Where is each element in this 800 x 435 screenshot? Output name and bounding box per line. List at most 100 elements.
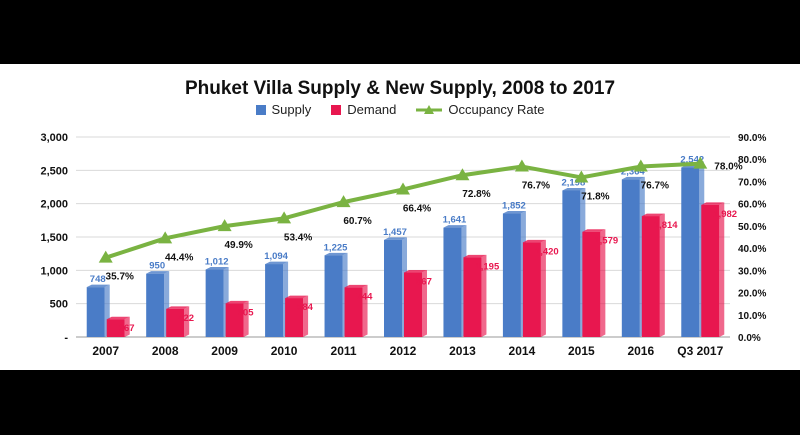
y2-axis-tick-label: 60.0%: [738, 200, 766, 211]
demand-bar: [582, 231, 601, 337]
demand-bar: [641, 216, 660, 337]
demand-bar: [106, 319, 125, 337]
demand-bar-top: [522, 239, 546, 243]
y2-axis-tick-label: 70.0%: [738, 177, 766, 188]
demand-bar: [404, 272, 422, 337]
supply-data-label: 1,641: [443, 215, 467, 226]
occupancy-data-label: 60.7%: [343, 216, 371, 227]
demand-bar-side: [659, 213, 665, 337]
x-axis-tick-label: 2012: [390, 344, 417, 358]
legend-label-supply: Supply: [271, 102, 312, 117]
supply-bar: [562, 190, 581, 337]
demand-data-label: 1,982: [713, 209, 737, 220]
demand-data-label: 744: [357, 291, 374, 302]
occupancy-marker: [514, 159, 529, 172]
y2-axis-tick-label: 10.0%: [738, 311, 766, 322]
supply-bar: [502, 213, 521, 337]
supply-bar: [681, 167, 700, 337]
supply-bar: [324, 255, 343, 337]
demand-bar-side: [422, 270, 427, 337]
demand-data-label: 422: [178, 313, 194, 324]
x-axis-tick-label: Q3 2017: [677, 344, 723, 358]
demand-bar-top: [225, 300, 249, 304]
supply-bar: [621, 179, 640, 337]
supply-bar-top: [621, 176, 645, 180]
x-axis-tick-label: 2010: [271, 344, 298, 358]
x-axis-tick-label: 2008: [152, 344, 179, 358]
supply-data-label: 1,457: [383, 227, 407, 238]
demand-bar-side: [303, 295, 309, 337]
demand-bar-side: [540, 239, 546, 337]
demand-bar-top: [166, 306, 190, 309]
y-axis-tick-label: -: [64, 332, 68, 344]
demand-bar: [225, 303, 244, 337]
supply-bar-top: [384, 237, 407, 240]
demand-bar-side: [481, 254, 487, 337]
supply-bar: [443, 227, 462, 337]
x-axis-tick-label: 2011: [331, 344, 357, 358]
demand-bar: [522, 242, 541, 337]
demand-bar: [166, 308, 185, 337]
demand-bar: [285, 298, 304, 337]
supply-data-label: 1,012: [205, 257, 229, 268]
demand-data-label: 1,579: [594, 236, 618, 247]
demand-bar: [463, 257, 482, 337]
supply-data-label: 1,094: [264, 251, 288, 262]
chart-legend: Supply Demand Occupancy Rate: [0, 102, 800, 117]
occupancy-marker: [574, 170, 589, 183]
demand-data-label: 967: [416, 277, 432, 288]
supply-data-label: 1,852: [502, 201, 526, 212]
y-axis-tick-label: 1,500: [40, 232, 68, 244]
x-axis-tick-label: 2014: [509, 344, 536, 358]
occupancy-data-label: 35.7%: [106, 272, 134, 283]
y2-axis-tick-label: 40.0%: [738, 244, 766, 255]
y2-axis-tick-label: 80.0%: [738, 155, 766, 166]
supply-bar: [384, 239, 402, 337]
demand-data-label: 505: [238, 307, 255, 318]
x-axis-tick-label: 2016: [627, 344, 654, 358]
supply-bar: [86, 287, 105, 337]
occupancy-data-label: 72.8%: [462, 189, 490, 200]
supply-data-label: 2,542: [680, 155, 704, 166]
occupancy-marker: [217, 219, 232, 232]
legend-item-demand: Demand: [331, 102, 396, 117]
occupancy-data-label: 44.4%: [165, 252, 193, 263]
supply-bar-top: [502, 211, 526, 214]
occupancy-data-label: 53.4%: [284, 232, 312, 243]
y2-axis-tick-label: 90.0%: [738, 133, 766, 144]
occupancy-marker: [158, 231, 173, 244]
occupancy-marker: [455, 168, 470, 181]
supply-bar-top: [265, 261, 289, 265]
occupancy-marker: [98, 250, 113, 263]
supply-data-label: 1,225: [324, 242, 348, 253]
occupancy-marker: [396, 182, 410, 195]
legend-label-demand: Demand: [347, 102, 397, 117]
demand-bar-top: [582, 229, 606, 232]
supply-bar-top: [205, 267, 229, 270]
demand-bar-side: [184, 306, 190, 337]
demand-bar-side: [362, 284, 368, 337]
demand-data-label: 584: [297, 302, 314, 313]
supply-bar-top: [86, 284, 110, 288]
chart-canvas: Phuket Villa Supply & New Supply, 2008 t…: [0, 64, 800, 370]
demand-data-label: 1,420: [535, 246, 559, 257]
x-axis-tick-label: 2009: [211, 344, 238, 358]
y2-axis-tick-label: 30.0%: [738, 266, 766, 277]
supply-bar: [205, 269, 224, 337]
occupancy-data-label: 76.7%: [641, 181, 669, 192]
occupancy-data-label: 49.9%: [224, 240, 252, 251]
occupancy-data-label: 76.7%: [522, 181, 550, 192]
supply-bar-top: [146, 271, 170, 274]
supply-bar-top: [443, 225, 467, 228]
demand-bar-top: [344, 284, 368, 288]
demand-data-label: 1,195: [475, 261, 499, 272]
occupancy-data-label: 66.4%: [403, 203, 431, 214]
y2-axis-tick-label: 50.0%: [738, 222, 766, 233]
x-axis-tick-label: 2015: [568, 344, 595, 358]
legend-item-supply: Supply: [255, 102, 312, 117]
demand-bar: [701, 204, 720, 337]
y-axis-tick-label: 2,000: [40, 199, 68, 211]
legend-swatch-demand: [331, 104, 342, 115]
demand-bar-side: [124, 316, 130, 337]
supply-data-label: 2,364: [621, 166, 645, 177]
